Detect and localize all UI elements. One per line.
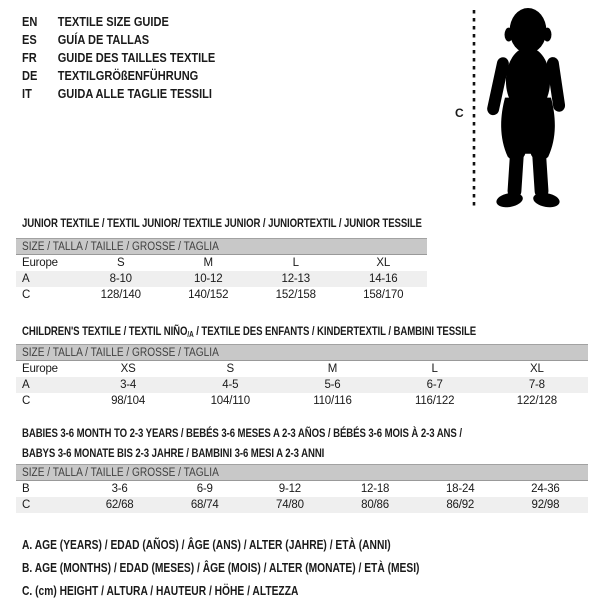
table-cell: 6-9 <box>196 483 213 495</box>
table-cell: M <box>327 363 338 375</box>
table-cell: XL <box>376 257 391 269</box>
size-header-bar: SIZE / TALLA / TAILLE / GRÖSSE / TAGLIA <box>16 464 588 481</box>
table-cell: 62/68 <box>105 499 134 511</box>
table-cell: C <box>22 289 31 301</box>
language-title: TEXTILGRÖßENFÜHRUNG <box>57 68 199 83</box>
title-subscript: /A <box>187 330 194 339</box>
language-title: GUIDA ALLE TAGLIE TESSILI <box>57 86 213 101</box>
table-cell: A <box>22 273 30 285</box>
table-cell: 5-6 <box>324 379 341 391</box>
language-code: DE <box>22 68 38 83</box>
table-cell: 116/122 <box>414 395 455 407</box>
section-title-children: CHILDREN'S TEXTILE / TEXTIL NIÑO/A / TEX… <box>22 324 476 339</box>
table-cell: 74/80 <box>276 499 304 511</box>
table-cell: S <box>226 363 235 375</box>
language-title: TEXTILE SIZE GUIDE <box>57 14 169 29</box>
table-cell: M <box>203 257 214 269</box>
legend-line-age-months: B. AGE (MONTHS) / EDAD (MESES) / ÂGE (MO… <box>22 561 420 575</box>
language-row: FR GUIDE DES TAILLES TEXTILE <box>22 49 215 67</box>
table-cell: 80/86 <box>361 499 389 511</box>
table-cell: S <box>117 257 125 269</box>
table-cell: 10-12 <box>194 273 223 285</box>
table-cell: 158/170 <box>363 289 404 301</box>
table-cell: 110/116 <box>313 395 352 407</box>
table-cell: 98/104 <box>111 395 146 407</box>
title-line: BABIES 3-6 MONTH TO 2-3 YEARS / BEBÉS 3-… <box>22 426 462 440</box>
legend-line-height: C. (cm) HEIGHT / ALTURA / HAUTEUR / HÖHE… <box>22 584 299 598</box>
size-grid: Europe XS S M L XL A 3-4 4-5 5-6 6-7 7-8 C 98/104 104/… <box>16 361 588 409</box>
table-row: C 98/104 104/110 110/116 116/122 122/128 <box>16 393 588 409</box>
legend: A. AGE (YEARS) / EDAD (AÑOS) / ÂGE (ANS)… <box>22 534 507 600</box>
table-cell: 3-4 <box>120 379 137 391</box>
table-cell: 104/110 <box>210 395 251 407</box>
table-row: A 3-4 4-5 5-6 6-7 7-8 <box>16 377 588 393</box>
table-cell: 12-18 <box>360 483 390 495</box>
language-row: ES GUÍA DE TALLAS <box>22 31 215 49</box>
language-code: FR <box>22 50 37 65</box>
table-cell: 24-36 <box>531 483 560 495</box>
size-header-label: SIZE / TALLA / TAILLE / GRÖSSE / TAGLIA <box>22 466 219 479</box>
table-cell: 128/140 <box>100 289 141 301</box>
language-code: IT <box>22 86 32 101</box>
table-cell: 12-13 <box>281 273 311 285</box>
table-cell: 8-10 <box>109 273 132 285</box>
table-cell: XS <box>120 363 136 375</box>
table-cell: L <box>431 363 438 375</box>
language-row: IT GUIDA ALLE TAGLIE TESSILI <box>22 85 215 103</box>
table-row: B 3-6 6-9 9-12 12-18 18-24 24-36 <box>16 481 588 497</box>
table-row: Europe S M L XL <box>16 255 427 271</box>
size-grid: B 3-6 6-9 9-12 12-18 18-24 24-36 C 62/68 68/74 74/… <box>16 481 588 513</box>
baby-silhouette-figure <box>472 7 566 208</box>
table-row: C 62/68 68/74 74/80 80/86 86/92 92/98 <box>16 497 588 513</box>
legend-line-age-years: A. AGE (YEARS) / EDAD (AÑOS) / ÂGE (ANS)… <box>22 538 391 552</box>
table-cell: 86/92 <box>446 499 475 511</box>
size-header-label: SIZE / TALLA / TAILLE / GRÖSSE / TAGLIA <box>22 240 219 253</box>
size-grid: Europe S M L XL A 8-10 10-12 12-13 14-16 C 128/140 1… <box>16 255 427 303</box>
table-cell: 68/74 <box>190 499 219 511</box>
baby-silhouette <box>487 7 566 208</box>
table-cell: B <box>22 483 30 495</box>
table-row: C 128/140 140/152 152/158 158/170 <box>16 287 427 303</box>
table-cell: 14-16 <box>369 273 398 285</box>
table-cell: XL <box>530 363 544 375</box>
table-cell: C <box>22 499 31 511</box>
language-code: ES <box>22 32 37 47</box>
table-cell: 7-8 <box>528 379 545 391</box>
language-list: EN TEXTILE SIZE GUIDE ES GUÍA DE TALLAS … <box>22 13 249 103</box>
size-header-bar: SIZE / TALLA / TAILLE / GRÖSSE / TAGLIA <box>16 238 427 255</box>
table-cell: A <box>22 379 30 391</box>
size-header-label: SIZE / TALLA / TAILLE / GRÖSSE / TAGLIA <box>22 346 219 359</box>
title-text: / TEXTILE DES ENFANTS / KINDERTEXTIL / B… <box>193 324 477 338</box>
language-title: GUIDE DES TAILLES TEXTILE <box>57 50 216 65</box>
table-row: A 8-10 10-12 12-13 14-16 <box>16 271 427 287</box>
table-cell: 92/98 <box>531 499 560 511</box>
language-row: DE TEXTILGRÖßENFÜHRUNG <box>22 67 215 85</box>
table-cell: 152/158 <box>275 289 316 301</box>
title-line: BABYS 3-6 MONATE BIS 2-3 JAHRE / BAMBINI… <box>22 446 325 460</box>
table-cell: 9-12 <box>278 483 301 495</box>
table-cell: 6-7 <box>426 379 443 391</box>
section-title-junior: JUNIOR TEXTILE / TEXTIL JUNIOR/ TEXTILE … <box>22 216 422 230</box>
junior-size-table: SIZE / TALLA / TAILLE / GRÖSSE / TAGLIA … <box>16 238 427 303</box>
table-cell: Europe <box>22 363 58 375</box>
size-header-bar: SIZE / TALLA / TAILLE / GRÖSSE / TAGLIA <box>16 344 588 361</box>
table-cell: 3-6 <box>111 483 128 495</box>
table-cell: C <box>22 395 31 407</box>
table-cell: 4-5 <box>222 379 239 391</box>
table-cell: 18-24 <box>445 483 475 495</box>
title-text: CHILDREN'S TEXTILE / TEXTIL NIÑO <box>22 324 188 338</box>
table-cell: 140/152 <box>188 289 229 301</box>
table-row: Europe XS S M L XL <box>16 361 588 377</box>
table-cell: Europe <box>22 257 58 269</box>
language-row: EN TEXTILE SIZE GUIDE <box>22 13 215 31</box>
height-measure-label: C <box>455 106 464 120</box>
children-size-table: SIZE / TALLA / TAILLE / GRÖSSE / TAGLIA … <box>16 344 588 409</box>
language-code: EN <box>22 14 38 29</box>
language-title: GUÍA DE TALLAS <box>57 32 150 47</box>
table-cell: L <box>292 257 299 269</box>
section-title-babies: BABIES 3-6 MONTH TO 2-3 YEARS / BEBÉS 3-… <box>22 423 462 463</box>
table-cell: 122/128 <box>516 395 557 407</box>
babies-size-table: SIZE / TALLA / TAILLE / GRÖSSE / TAGLIA … <box>16 464 588 513</box>
